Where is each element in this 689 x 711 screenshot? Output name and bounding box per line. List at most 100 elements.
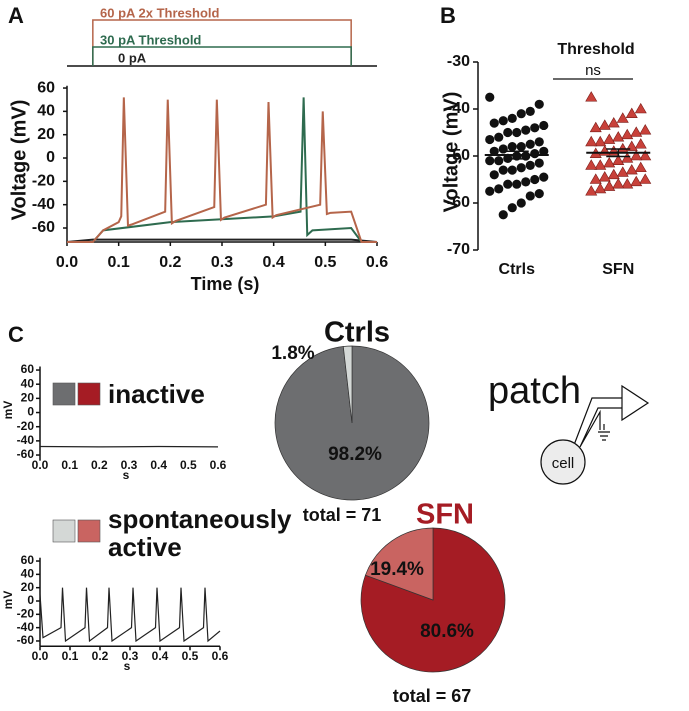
x-tick-label: 0.3 [122, 649, 139, 663]
diagram-label: patch [488, 370, 581, 412]
y-axis-title: mV [1, 591, 15, 610]
point [516, 198, 526, 208]
point [585, 135, 598, 147]
point [516, 142, 526, 152]
annotation: ns [585, 62, 601, 79]
y-tick-label: -60 [17, 633, 35, 647]
point [498, 116, 508, 126]
error-bar [606, 148, 631, 158]
point [512, 127, 522, 138]
point [512, 179, 522, 189]
panel-label: C [8, 322, 24, 347]
point [603, 156, 616, 168]
x-tick-label: 0.6 [366, 254, 388, 271]
y-tick-label: 40 [37, 103, 55, 120]
point [634, 161, 647, 173]
point [621, 152, 634, 163]
point [603, 180, 616, 191]
x-tick-label: 0.2 [159, 254, 181, 271]
stimulus-step [92, 46, 352, 66]
stimulus-label: 60 pA 2x Threshold [100, 5, 219, 20]
point [503, 179, 513, 189]
point [598, 145, 611, 156]
y-tick-label: 60 [21, 553, 35, 567]
point [630, 175, 643, 187]
point [585, 159, 598, 170]
point [534, 189, 544, 199]
point [625, 107, 638, 118]
y-axis-title: mV [1, 401, 15, 420]
point [585, 91, 598, 102]
y-tick-label: 40 [21, 376, 35, 390]
chart-note: total = 71 [303, 505, 382, 525]
point [598, 119, 611, 130]
chart-title: Ctrls [324, 317, 390, 349]
point [616, 112, 629, 123]
y-tick-label: -20 [17, 606, 35, 620]
legend-label: spontaneously active [108, 504, 292, 562]
point [634, 138, 647, 149]
point [612, 154, 625, 165]
x-tick-label: 0.4 [263, 254, 285, 271]
point [507, 142, 517, 152]
point [625, 164, 638, 175]
point [594, 135, 607, 147]
diagram-label: cell [552, 455, 575, 472]
x-axis-title: s [124, 659, 131, 673]
chart-title: SFN [416, 499, 474, 531]
panel-label: A [8, 3, 24, 28]
y-tick-label: -20 [17, 419, 35, 433]
y-tick-label: -20 [32, 173, 55, 190]
point [612, 178, 625, 189]
cell [540, 439, 586, 485]
x-tick-label: 0.4 [150, 458, 167, 472]
legend-swatch [52, 519, 76, 543]
point [539, 120, 549, 131]
point [534, 99, 544, 109]
legend-swatch [52, 382, 76, 406]
point [521, 177, 531, 187]
point [503, 127, 513, 138]
x-axis-title: s [123, 468, 130, 482]
x-tick-label: 0.0 [32, 649, 49, 663]
y-tick-label: -40 [17, 620, 35, 634]
point [525, 191, 535, 201]
x-axis-title: Time (s) [191, 274, 260, 294]
legend-swatch [77, 382, 101, 406]
patch-diagram: patch cell [488, 370, 650, 485]
point [607, 168, 620, 180]
point [598, 171, 611, 182]
point [539, 172, 549, 182]
pie-slice [364, 527, 434, 601]
point [525, 139, 535, 149]
point [621, 128, 634, 140]
y-tick-label: -40 [17, 433, 35, 447]
point [485, 186, 495, 196]
point [639, 149, 652, 161]
point [530, 149, 540, 159]
point [489, 146, 499, 156]
point [530, 174, 540, 185]
y-tick-label: 60 [21, 362, 35, 376]
point [498, 144, 508, 154]
point [589, 173, 602, 184]
point [639, 173, 652, 184]
trace [67, 97, 377, 243]
point [603, 133, 616, 144]
error-bar [504, 150, 529, 160]
y-tick-label: 20 [21, 580, 35, 594]
point [621, 178, 634, 189]
point [489, 118, 499, 128]
x-tick-label: 0.5 [314, 254, 336, 271]
point [534, 137, 544, 147]
point [498, 165, 508, 175]
slice-label: 19.4% [370, 559, 424, 580]
point [489, 170, 499, 180]
stimulus-label: 30 pA Threshold [100, 32, 201, 47]
x-tick-label: 0.2 [92, 649, 109, 663]
slice-label: 1.8% [271, 343, 314, 364]
point [589, 121, 602, 133]
point [639, 124, 652, 135]
